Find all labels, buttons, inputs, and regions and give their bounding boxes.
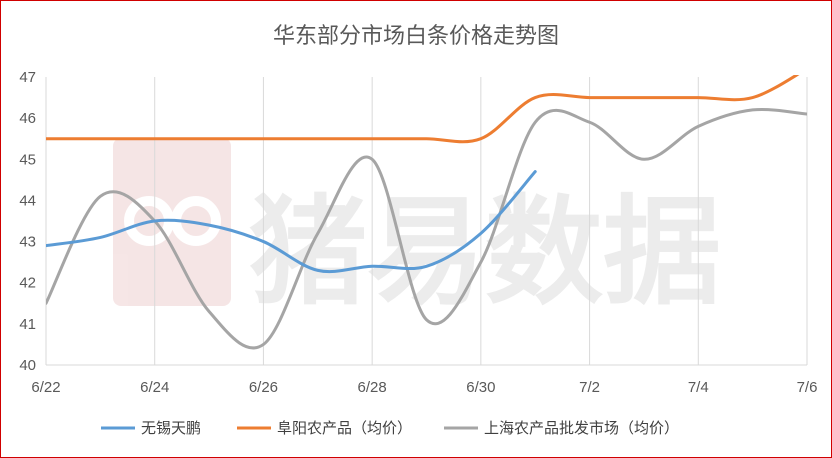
x-tick-label: 6/26 <box>249 379 278 396</box>
x-tick-label: 6/28 <box>358 379 387 396</box>
y-tick-label: 45 <box>19 151 36 168</box>
axes: 40 41 42 43 44 45 46 47 6/22 6/24 6/26 6/28 6/30 7/2 7… <box>19 69 817 396</box>
y-tick-label: 42 <box>19 275 36 292</box>
legend: 无锡天鹏 阜阳农产品（均价） 上海农产品批发市场（均价） <box>101 419 679 437</box>
x-tick-label: 7/4 <box>688 379 709 396</box>
series-3-line <box>46 107 807 350</box>
legend-label-1: 无锡天鹏 <box>141 419 201 437</box>
series-layer <box>46 75 807 350</box>
chart-title: 华东部分市场白条价格走势图 <box>273 24 559 49</box>
x-tick-label: 6/22 <box>31 379 60 396</box>
y-tick-label: 41 <box>19 316 36 333</box>
y-tick-label: 46 <box>19 110 36 127</box>
y-tick-label: 43 <box>19 234 36 251</box>
x-tick-label: 6/24 <box>140 379 169 396</box>
y-tick-label: 47 <box>19 69 36 86</box>
legend-label-3: 上海农产品批发市场（均价） <box>484 419 679 437</box>
y-tick-label: 40 <box>19 357 36 374</box>
watermark-logo-block <box>113 138 231 306</box>
series-1-line <box>46 170 537 274</box>
y-tick-label: 44 <box>19 192 36 209</box>
x-tick-label: 7/6 <box>797 379 818 396</box>
x-tick-label: 7/2 <box>579 379 600 396</box>
legend-label-2: 阜阳农产品（均价） <box>277 419 412 437</box>
watermark: 猪易数据 <box>113 138 721 321</box>
x-tick-label: 6/30 <box>466 379 495 396</box>
series-2-line <box>46 75 800 144</box>
